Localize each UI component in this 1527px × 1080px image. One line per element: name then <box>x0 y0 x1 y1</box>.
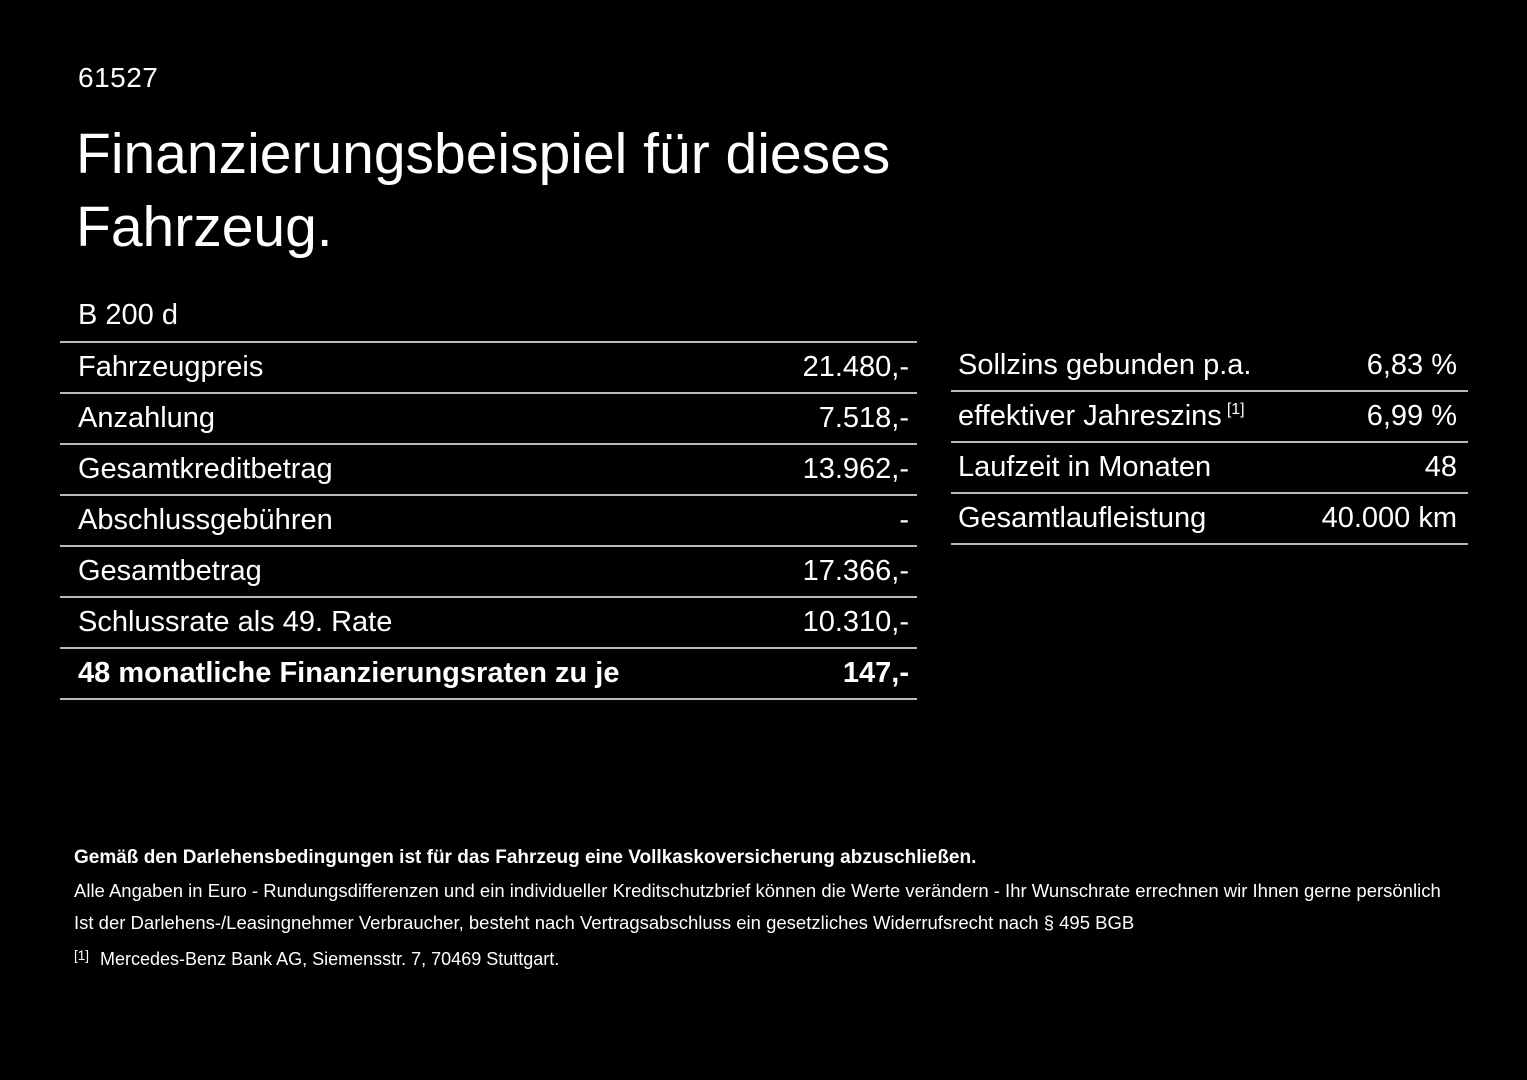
disclaimer-line2: Ist der Darlehens-/Leasingnehmer Verbrau… <box>74 912 1135 933</box>
row-label: Schlussrate als 49. Rate <box>78 606 393 638</box>
row-value: 10.310,- <box>802 606 909 638</box>
disclaimer-line1: Alle Angaben in Euro - Rundungsdifferenz… <box>74 880 1441 901</box>
footnote-marker: [1] <box>74 948 90 963</box>
row-value: 13.962,- <box>802 453 909 485</box>
row-value: - <box>899 504 909 536</box>
table-row-monatsrate: 48 monatliche Finanzierungsraten zu je 1… <box>60 649 917 700</box>
conditions-table: Sollzins gebunden p.a. 6,83 % effektiver… <box>951 341 1468 545</box>
row-label: Gesamtkreditbetrag <box>78 453 333 485</box>
row-label: Anzahlung <box>78 402 216 434</box>
row-value: 21.480,- <box>802 351 909 383</box>
table-row-sollzins: Sollzins gebunden p.a. 6,83 % <box>951 341 1468 392</box>
row-value: 48 <box>1424 451 1457 483</box>
table-row-anzahlung: Anzahlung 7.518,- <box>60 394 917 445</box>
legal-footer: Gemäß den Darlehensbedingungen ist für d… <box>74 846 1474 970</box>
row-value: 6,83 % <box>1366 349 1457 381</box>
row-label: Fahrzeugpreis <box>78 351 264 383</box>
page-title-line2: Fahrzeug. <box>76 195 333 259</box>
row-label: Gesamtlaufleistung <box>958 502 1207 534</box>
insurance-requirement-note: Gemäß den Darlehensbedingungen ist für d… <box>74 847 977 868</box>
page-title-line1: Finanzierungsbeispiel für dieses <box>76 122 891 186</box>
table-row-schlussrate: Schlussrate als 49. Rate 10.310,- <box>60 598 917 649</box>
table-row-fahrzeugpreis: Fahrzeugpreis 21.480,- <box>60 343 917 394</box>
table-row-effektiver-jahreszins: effektiver Jahreszins [1] 6,99 % <box>951 392 1468 443</box>
table-row-gesamtkreditbetrag: Gesamtkreditbetrag 13.962,- <box>60 445 917 496</box>
row-label: Abschlussgebühren <box>78 504 333 536</box>
table-row-gesamtlaufleistung: Gesamtlaufleistung 40.000 km <box>951 494 1468 545</box>
row-label: Gesamtbetrag <box>78 555 262 587</box>
row-label: 48 monatliche Finanzierungsraten zu je <box>78 657 620 689</box>
row-value: 147,- <box>842 657 909 689</box>
row-label: effektiver Jahreszins [1] <box>958 400 1245 433</box>
row-value: 40.000 km <box>1321 502 1457 534</box>
row-label-text: effektiver Jahreszins <box>958 400 1222 432</box>
bank-footnote: [1] Mercedes-Benz Bank AG, Siemensstr. 7,… <box>74 948 1474 970</box>
table-row-gesamtbetrag: Gesamtbetrag 17.366,- <box>60 547 917 598</box>
vehicle-model-label: B 200 d <box>78 299 178 331</box>
financing-table: Fahrzeugpreis 21.480,- Anzahlung 7.518,-… <box>60 341 917 700</box>
row-label: Laufzeit in Monaten <box>958 451 1212 483</box>
page-title: Finanzierungsbeispiel für dieses Fahrzeu… <box>76 118 890 264</box>
footnote-text: Mercedes-Benz Bank AG, Siemensstr. 7, 70… <box>100 949 560 969</box>
row-label: Sollzins gebunden p.a. <box>958 349 1252 381</box>
document-number: 61527 <box>78 62 159 93</box>
table-row-laufzeit: Laufzeit in Monaten 48 <box>951 443 1468 494</box>
row-value: 6,99 % <box>1366 400 1457 432</box>
footnote-reference: [1] <box>1226 401 1245 419</box>
row-value: 17.366,- <box>802 555 909 587</box>
row-value: 7.518,- <box>818 402 909 434</box>
table-row-abschlussgebuehren: Abschlussgebühren - <box>60 496 917 547</box>
